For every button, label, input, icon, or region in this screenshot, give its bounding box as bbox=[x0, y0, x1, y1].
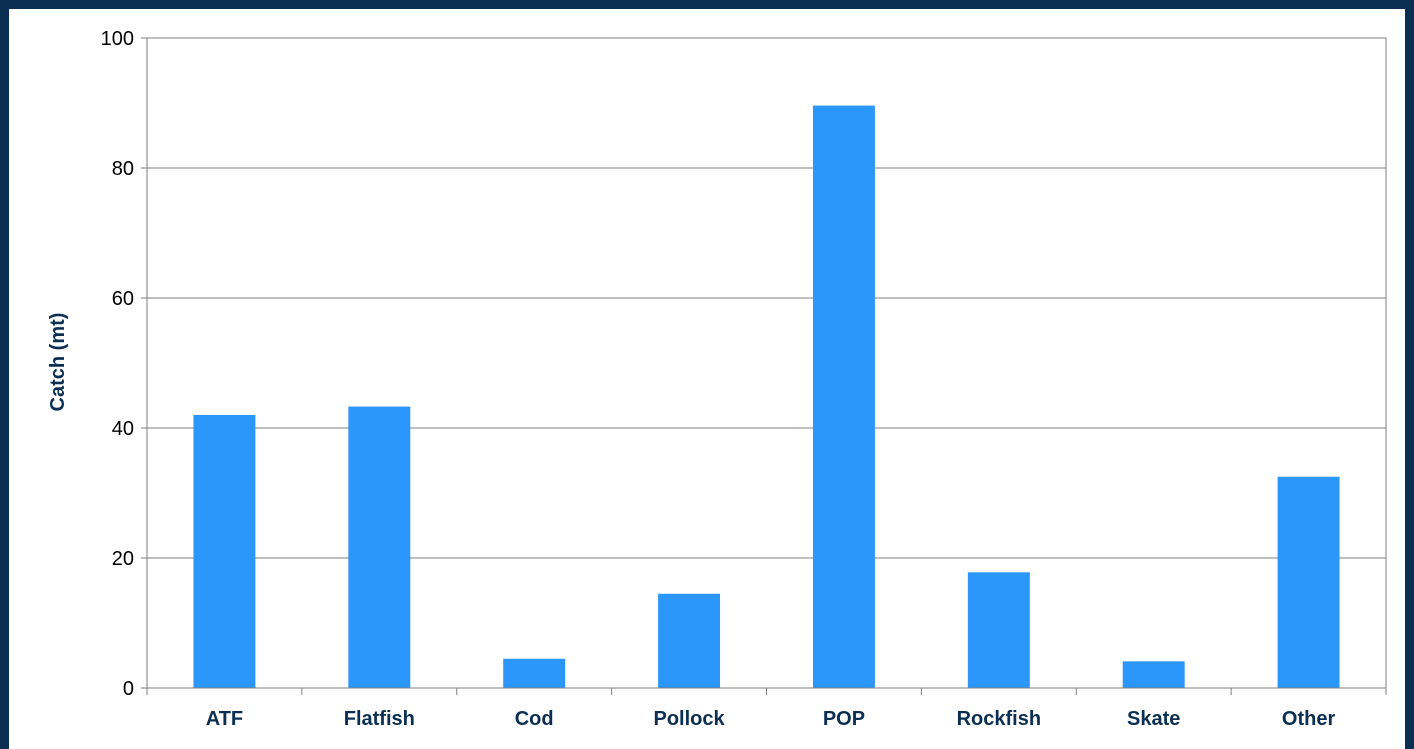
bar-pollock bbox=[658, 593, 721, 688]
y-tick-label: 60 bbox=[112, 288, 134, 310]
y-tick-label: 80 bbox=[112, 158, 134, 180]
y-tick-label: 100 bbox=[101, 28, 134, 50]
x-tick-label-skate: Skate bbox=[1127, 708, 1180, 730]
gridlines bbox=[147, 37, 1386, 559]
y-tick-label: 40 bbox=[112, 418, 134, 440]
x-tick-label-atf: ATF bbox=[206, 708, 243, 730]
bar-cod bbox=[503, 658, 566, 688]
bar-flatfish bbox=[348, 406, 411, 688]
bar-atf bbox=[193, 415, 256, 688]
bar-pop bbox=[812, 105, 875, 689]
y-axis-title: Catch (mt) bbox=[47, 313, 69, 412]
bar-rockfish bbox=[967, 572, 1030, 688]
y-tick-label: 0 bbox=[123, 678, 134, 700]
plot-border bbox=[146, 37, 1387, 689]
x-tick-label-cod: Cod bbox=[515, 708, 554, 730]
x-tick-labels: ATF Flatfish Cod Pollock POP Rockfish Skate Oth… bbox=[206, 708, 1336, 730]
bar-skate bbox=[1122, 661, 1185, 688]
bar-other bbox=[1277, 476, 1340, 688]
y-tick-labels: 0 20 40 60 80 100 bbox=[101, 28, 134, 700]
x-tick-label-other: Other bbox=[1282, 708, 1336, 730]
y-tick-label: 20 bbox=[112, 548, 134, 570]
x-tick-label-rockfish: Rockfish bbox=[957, 708, 1041, 730]
bar-series bbox=[193, 105, 1340, 689]
x-tick-label-pollock: Pollock bbox=[653, 708, 725, 730]
axes bbox=[141, 37, 1387, 695]
x-tick-label-flatfish: Flatfish bbox=[344, 708, 415, 730]
x-tick-label-pop: POP bbox=[823, 708, 865, 730]
